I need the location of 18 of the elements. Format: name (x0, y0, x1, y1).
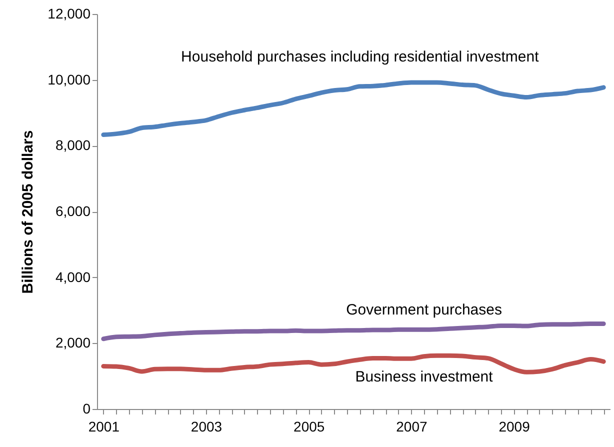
series-label: Business investment (355, 368, 494, 386)
x-tick-label: 2005 (294, 418, 325, 434)
y-tick-label: 12,000 (48, 6, 91, 22)
y-tick-label: 10,000 (48, 71, 91, 88)
y-tick-label: 8,000 (55, 137, 91, 154)
y-tick-label: 6,000 (55, 203, 91, 219)
y-axis-title: Billions of 2005 dollars (20, 130, 37, 294)
series-label: Household purchases including residential investment (181, 48, 540, 66)
y-tick-label: 2,000 (55, 334, 91, 351)
x-tick-label: 2001 (88, 418, 120, 434)
x-tick-label: 2009 (498, 418, 530, 434)
line-series (101, 80, 606, 138)
series-label: Government purchases (346, 302, 502, 319)
y-tick-label: 4,000 (55, 268, 91, 285)
x-tick-label: 2003 (190, 418, 222, 434)
y-tick-label: 0 (82, 400, 91, 416)
line-series (101, 321, 606, 342)
x-tick-label: 2007 (396, 418, 428, 434)
